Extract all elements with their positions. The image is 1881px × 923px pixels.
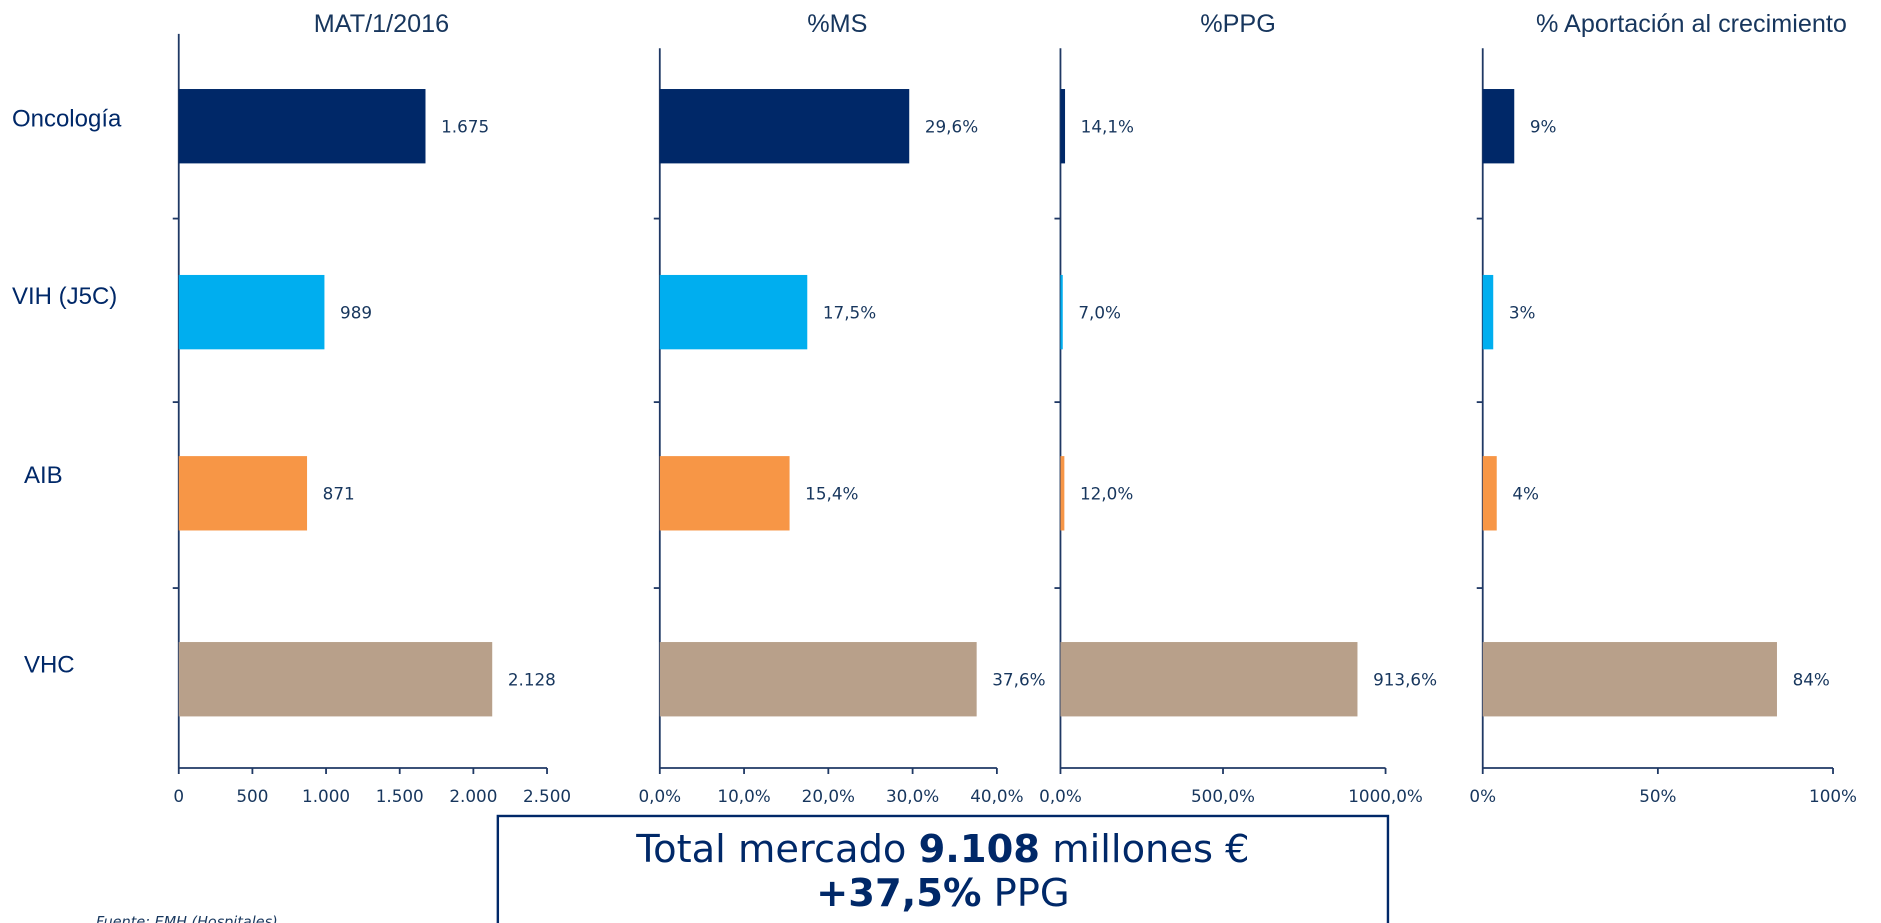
summary-text: Total mercado bbox=[635, 826, 906, 871]
value-label: 913,6% bbox=[1373, 669, 1437, 689]
x-tick-label: 0,0% bbox=[638, 786, 681, 806]
bar bbox=[659, 274, 808, 350]
bar bbox=[1482, 89, 1515, 164]
panel-title: %PPG bbox=[1200, 10, 1276, 38]
value-label: 1.675 bbox=[441, 116, 489, 136]
x-tick-label: 40,0% bbox=[970, 786, 1023, 806]
bar bbox=[659, 642, 977, 717]
bar bbox=[1060, 642, 1358, 717]
value-label: 17,5% bbox=[823, 302, 876, 322]
value-label: 14,1% bbox=[1081, 116, 1134, 136]
panel-title: % Aportación al crecimiento bbox=[1536, 10, 1847, 38]
bar bbox=[1060, 274, 1063, 350]
x-tick-label: 1.000 bbox=[302, 786, 350, 806]
value-label: 12,0% bbox=[1080, 483, 1133, 503]
bar bbox=[178, 456, 308, 531]
summary-growth: +37,5% bbox=[816, 871, 981, 916]
x-tick-label: 20,0% bbox=[802, 786, 855, 806]
value-label: 7,0% bbox=[1078, 302, 1121, 322]
value-label: 84% bbox=[1793, 669, 1830, 689]
x-tick-label: 2.000 bbox=[449, 786, 497, 806]
bar bbox=[178, 274, 325, 350]
category-label: VIH (J5C) bbox=[12, 283, 117, 310]
value-label: 29,6% bbox=[925, 116, 978, 136]
bar bbox=[659, 89, 910, 164]
x-tick-label: 2.500 bbox=[523, 786, 571, 806]
x-tick-label: 0 bbox=[173, 786, 184, 806]
value-label: 9% bbox=[1530, 116, 1557, 136]
x-tick-label: 0,0% bbox=[1039, 786, 1082, 806]
value-label: 2.128 bbox=[508, 669, 556, 689]
bar bbox=[1482, 642, 1777, 717]
value-label: 989 bbox=[340, 302, 372, 322]
value-label: 37,6% bbox=[992, 669, 1045, 689]
bar bbox=[1482, 274, 1494, 350]
value-label: 871 bbox=[323, 483, 355, 503]
bar bbox=[1060, 456, 1065, 531]
panel-title: MAT/1/2016 bbox=[314, 10, 449, 38]
x-tick-label: 50% bbox=[1639, 786, 1676, 806]
bar bbox=[1482, 456, 1497, 531]
category-label: Oncología bbox=[12, 106, 122, 133]
x-tick-label: 30,0% bbox=[886, 786, 939, 806]
summary-line1: Total mercado 9.108 millones € bbox=[635, 826, 1249, 871]
x-tick-label: 500 bbox=[236, 786, 268, 806]
summary-text: PPG bbox=[994, 871, 1070, 916]
panel-title: %MS bbox=[807, 10, 867, 38]
x-tick-label: 500,0% bbox=[1191, 786, 1255, 806]
bar bbox=[659, 456, 790, 531]
bar bbox=[178, 89, 426, 164]
x-tick-label: 1000,0% bbox=[1348, 786, 1423, 806]
x-tick-label: 100% bbox=[1809, 786, 1857, 806]
category-label: AIB bbox=[24, 462, 63, 489]
value-label: 3% bbox=[1509, 302, 1536, 322]
summary-total: 9.108 bbox=[919, 826, 1040, 871]
bar bbox=[1060, 89, 1066, 164]
value-label: 15,4% bbox=[805, 483, 858, 503]
bar bbox=[178, 642, 493, 717]
x-tick-label: 1.500 bbox=[376, 786, 424, 806]
summary-box bbox=[496, 814, 1390, 923]
source-note: Fuente: EMH (Hospitales) bbox=[96, 915, 278, 923]
summary-line2: +37,5% PPG bbox=[816, 871, 1070, 916]
x-tick-label: 0% bbox=[1469, 786, 1496, 806]
category-label: VHC bbox=[24, 651, 75, 678]
x-tick-label: 10,0% bbox=[717, 786, 770, 806]
value-label: 4% bbox=[1512, 483, 1539, 503]
summary-text: millones € bbox=[1052, 826, 1249, 871]
